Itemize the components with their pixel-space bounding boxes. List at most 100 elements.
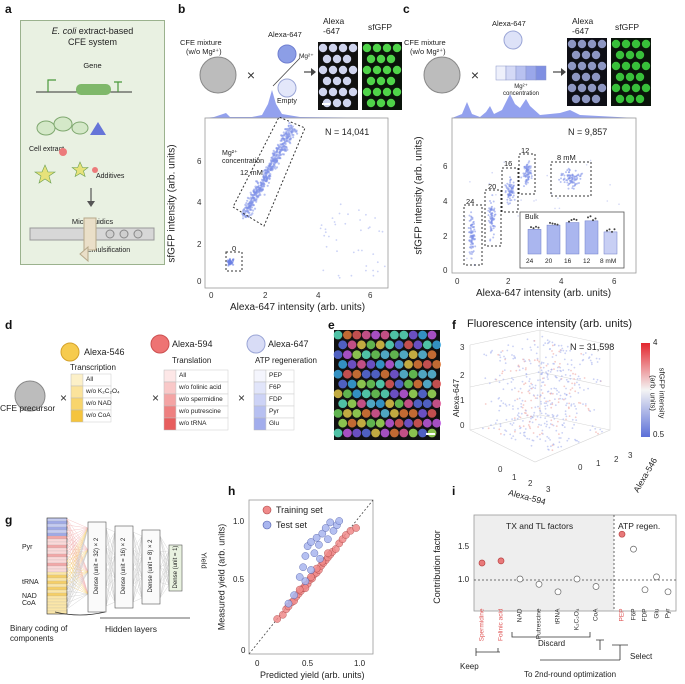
panel-label-i: i bbox=[452, 484, 456, 498]
additives-label: Additives bbox=[96, 173, 125, 180]
h-point bbox=[290, 591, 298, 600]
h-ytick-1: 0.5 bbox=[233, 575, 245, 584]
f-colorbar bbox=[641, 343, 650, 437]
panel-label-e: e bbox=[328, 318, 335, 332]
c-dye-label: Alexa-647 bbox=[492, 19, 526, 28]
f-cbar-min: 0.5 bbox=[653, 430, 665, 439]
b-label-12mM: 12 mM bbox=[240, 168, 263, 177]
svg-text:1: 1 bbox=[596, 459, 601, 468]
c-ytick-2: 2 bbox=[443, 232, 448, 241]
times-2: × bbox=[152, 391, 159, 405]
c-bulk-x-1: 20 bbox=[545, 258, 553, 265]
i-category-label: Spermidine bbox=[478, 608, 486, 642]
g-dense-layer bbox=[168, 544, 183, 592]
i-footer: To 2nd-round optimization bbox=[524, 670, 617, 679]
h-point bbox=[326, 518, 335, 527]
g-row-label: tRNA bbox=[22, 579, 39, 586]
svg-text:1: 1 bbox=[512, 473, 517, 482]
i-point bbox=[516, 575, 524, 583]
c-bulk-title: Bulk bbox=[525, 214, 539, 221]
h-point bbox=[310, 549, 319, 558]
b-dye-label: Alexa-647 bbox=[268, 30, 302, 39]
i-category-label: NAD bbox=[516, 608, 524, 623]
panel-a-title-rest: extract-based bbox=[76, 26, 134, 36]
panel-label-g: g bbox=[5, 513, 13, 527]
b-mixture-sub: (w/o Mg²⁺) bbox=[186, 47, 222, 56]
h-point bbox=[321, 524, 330, 532]
d-g2-row-label: w/o spermidine bbox=[179, 396, 223, 403]
c-cluster-16-box bbox=[501, 167, 519, 213]
b-label-0: 0 bbox=[232, 244, 237, 253]
i-plot-frame bbox=[473, 514, 677, 612]
panel-label-d: d bbox=[5, 318, 13, 332]
d-g3-row-label: PEP bbox=[269, 372, 283, 379]
c-xtick-2: 2 bbox=[506, 277, 511, 286]
b-ytick-0: 0 bbox=[197, 277, 202, 286]
f-title: Fluorescence intensity (arb. units) bbox=[467, 318, 633, 330]
times-3: × bbox=[238, 391, 245, 405]
cfe-precursor-icon bbox=[14, 380, 46, 412]
c-bulk-bar bbox=[527, 229, 542, 255]
h-point bbox=[295, 573, 304, 581]
c-mixture-sub: (w/o Mg²⁺) bbox=[410, 47, 446, 56]
svg-text:2: 2 bbox=[528, 479, 533, 488]
c-alexa647-image bbox=[567, 38, 607, 106]
c-cluster-24-box bbox=[463, 204, 483, 266]
empty-droplet-icon bbox=[277, 78, 297, 98]
c-density-curve bbox=[452, 94, 636, 118]
c-cfe-mixture-icon bbox=[423, 56, 461, 94]
h-xtick-2: 1.0 bbox=[354, 659, 366, 668]
panel-label-b: b bbox=[178, 2, 186, 16]
sfgfp-image bbox=[362, 42, 402, 110]
i-ytick-15: 1.5 bbox=[458, 542, 470, 551]
c-cluster-label-8: 8 mM bbox=[557, 153, 576, 162]
i-point bbox=[641, 586, 649, 594]
d-g1-title: Transcription bbox=[70, 363, 116, 372]
c-xlabel: Alexa-647 intensity (arb. units) bbox=[476, 288, 612, 299]
d-g2-row-label: w/o tRNA bbox=[179, 420, 207, 427]
h-point bbox=[324, 549, 332, 558]
c-cluster-20-box bbox=[484, 189, 502, 247]
cell-extract-label: Cell extract bbox=[29, 146, 65, 153]
svg-text:2: 2 bbox=[614, 455, 619, 464]
b-ytick-4: 4 bbox=[197, 198, 202, 207]
i-keep: Keep bbox=[460, 662, 479, 671]
h-point bbox=[331, 545, 340, 553]
h-point bbox=[312, 533, 321, 542]
h-point bbox=[295, 585, 304, 594]
c-cluster-label-20: 20 bbox=[488, 182, 497, 191]
i-point bbox=[653, 573, 660, 581]
h-point bbox=[329, 526, 338, 535]
b-xlabel: Alexa-647 intensity (arb. units) bbox=[230, 302, 366, 313]
i-point bbox=[554, 588, 562, 596]
panel-label-a: a bbox=[5, 2, 12, 16]
panel-a-subtitle: CFE system bbox=[67, 37, 117, 47]
b-density-curve bbox=[205, 90, 388, 118]
c-xtick-4: 4 bbox=[559, 277, 564, 286]
c-cluster-12-box bbox=[518, 153, 536, 195]
b-xtick-6: 6 bbox=[368, 291, 373, 300]
svg-text:3: 3 bbox=[546, 485, 551, 494]
i-ylabel: Contribution factor bbox=[431, 530, 442, 604]
b-n-text: N = 14,041 bbox=[325, 127, 370, 137]
i-point bbox=[497, 557, 505, 565]
svg-text:3: 3 bbox=[460, 343, 465, 352]
h-point bbox=[301, 552, 310, 560]
c-ytick-6: 6 bbox=[443, 162, 448, 171]
svg-text:1: 1 bbox=[460, 396, 465, 405]
h-point bbox=[278, 610, 287, 619]
b-xtick-0: 0 bbox=[209, 291, 214, 300]
c-bulk-x-0: 24 bbox=[526, 258, 534, 265]
h-xtick-1: 0.5 bbox=[302, 659, 314, 668]
d-g2-row-label: w/o putrescine bbox=[179, 408, 221, 415]
i-category-label: CoA bbox=[592, 608, 600, 622]
i-point bbox=[478, 559, 486, 567]
d-g1-row-label: w/o NAD bbox=[86, 400, 112, 407]
c-mixture-label: CFE mixture bbox=[404, 38, 446, 47]
b-plot-frame bbox=[204, 117, 389, 289]
